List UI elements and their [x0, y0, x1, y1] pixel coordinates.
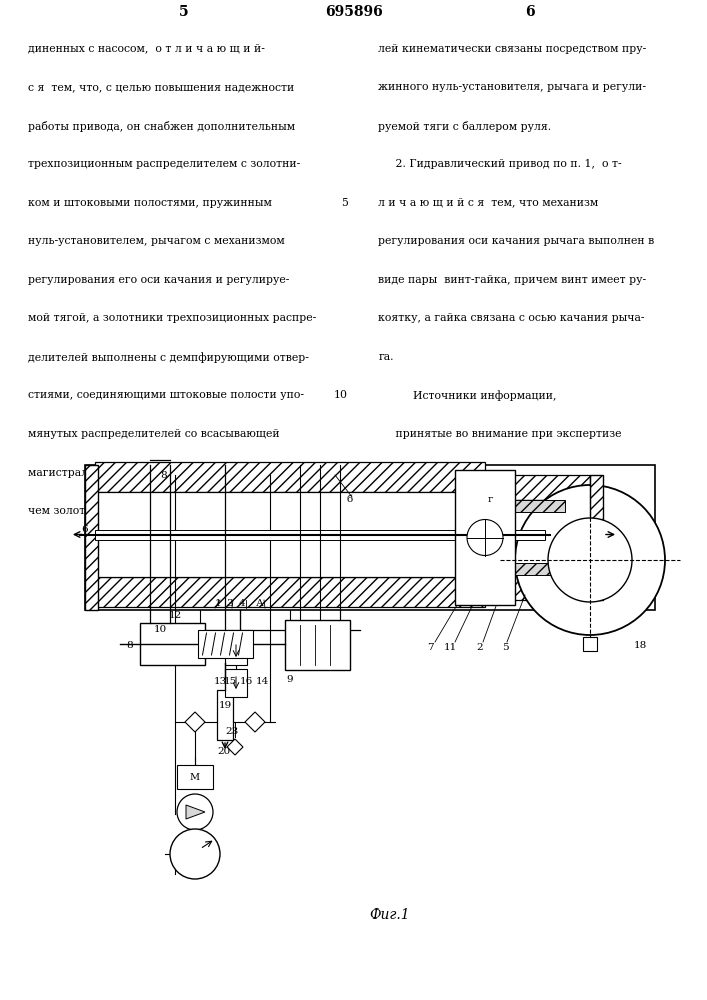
Bar — [225, 669, 247, 697]
Bar — [485, 575, 590, 600]
Text: виде пары  винт-гайка, причем винт имеет ру-: виде пары винт-гайка, причем винт имеет … — [378, 275, 646, 285]
Bar — [285, 620, 350, 670]
Polygon shape — [245, 712, 265, 732]
Text: 7: 7 — [427, 644, 433, 652]
Text: 15: 15 — [223, 678, 237, 686]
Text: магистралью насоса и рабочими камерами, при-: магистралью насоса и рабочими камерами, … — [28, 467, 309, 478]
Text: 5: 5 — [179, 5, 189, 19]
Bar — [225, 637, 247, 665]
Bar — [197, 630, 252, 658]
Text: 6: 6 — [82, 526, 88, 534]
Text: кл. В 63 Н 25/30, 1974.: кл. В 63 Н 25/30, 1974. — [378, 506, 510, 516]
Text: стиями, соединяющими штоковые полости упо-: стиями, соединяющими штоковые полости уп… — [28, 390, 304, 400]
Text: 14: 14 — [255, 678, 269, 686]
Text: 10: 10 — [153, 626, 167, 635]
Bar — [140, 623, 205, 665]
Text: 6: 6 — [525, 5, 535, 19]
Bar — [490, 500, 565, 512]
Text: л и ч а ю щ и й с я  тем, что механизм: л и ч а ю щ и й с я тем, что механизм — [378, 198, 599, 208]
Bar — [485, 475, 590, 500]
Text: регулирования его оси качания и регулируе-: регулирования его оси качания и регулиру… — [28, 275, 290, 285]
Text: га.: га. — [378, 352, 394, 362]
Text: принятые во внимание при экспертизе: принятые во внимание при экспертизе — [378, 429, 621, 439]
Text: ком и штоковыми полостями, пружинным: ком и штоковыми полостями, пружинным — [28, 198, 272, 208]
Text: 9: 9 — [286, 676, 293, 684]
Bar — [95, 492, 485, 577]
Bar — [95, 462, 485, 492]
Text: б: б — [347, 495, 353, 504]
Text: 10: 10 — [334, 390, 348, 400]
Bar — [455, 470, 515, 605]
Bar — [85, 465, 98, 610]
Text: мянутых распределителей со всасывающей: мянутых распределителей со всасывающей — [28, 429, 280, 439]
Bar — [95, 577, 485, 607]
Text: 19: 19 — [218, 700, 232, 710]
Bar — [217, 690, 233, 740]
Text: нуль-установителем, рычагом с механизмом: нуль-установителем, рычагом с механизмом — [28, 236, 285, 246]
Text: 1: 1 — [215, 598, 221, 607]
Text: 13: 13 — [214, 678, 227, 686]
Circle shape — [170, 829, 220, 879]
Bar — [583, 637, 597, 651]
Text: руемой тяги с баллером руля.: руемой тяги с баллером руля. — [378, 121, 551, 132]
Text: 23: 23 — [226, 728, 239, 736]
Text: г: г — [487, 495, 493, 504]
Text: 2. Гидравлический привод по п. 1,  о т-: 2. Гидравлический привод по п. 1, о т- — [378, 159, 622, 169]
Text: M: M — [190, 772, 200, 782]
Text: коятку, а гайка связана с осью качания рыча-: коятку, а гайка связана с осью качания р… — [378, 313, 645, 323]
Text: с я  тем, что, с целью повышения надежности: с я тем, что, с целью повышения надежнос… — [28, 82, 295, 92]
Bar — [95, 530, 545, 540]
Bar — [485, 500, 590, 575]
Circle shape — [548, 518, 632, 602]
Text: жинного нуль-установителя, рычага и регули-: жинного нуль-установителя, рычага и регу… — [378, 82, 646, 92]
Text: 18: 18 — [633, 641, 647, 650]
Text: 2: 2 — [477, 644, 484, 652]
Text: регулирования оси качания рычага выполнен в: регулирования оси качания рычага выполне… — [378, 236, 655, 246]
Text: 12: 12 — [168, 610, 182, 619]
Text: работы привода, он снабжен дополнительным: работы привода, он снабжен дополнительны… — [28, 121, 296, 132]
Text: А: А — [256, 598, 264, 607]
Text: 5: 5 — [341, 198, 348, 208]
Text: 8: 8 — [127, 641, 134, 650]
Circle shape — [467, 520, 503, 556]
Text: Источники информации,: Источники информации, — [378, 390, 556, 401]
Text: 11: 11 — [443, 644, 457, 652]
Text: лей кинематически связаны посредством пру-: лей кинематически связаны посредством пр… — [378, 44, 646, 54]
Bar — [590, 475, 603, 600]
Text: Фиг.1: Фиг.1 — [370, 908, 410, 922]
Text: 8: 8 — [160, 471, 168, 480]
Bar — [85, 465, 655, 610]
Circle shape — [177, 794, 213, 830]
Polygon shape — [227, 739, 243, 755]
Bar — [177, 765, 213, 789]
Text: 695896: 695896 — [325, 5, 382, 19]
Circle shape — [515, 485, 665, 635]
Bar — [490, 563, 565, 575]
Text: диненных с насосом,  о т л и ч а ю щ и й-: диненных с насосом, о т л и ч а ю щ и й- — [28, 44, 265, 54]
Text: трехпозиционным распределителем с золотни-: трехпозиционным распределителем с золотн… — [28, 159, 300, 169]
Text: 4: 4 — [239, 598, 245, 607]
Polygon shape — [185, 712, 205, 732]
Text: 1. Авторское свидетельство СССР № 540769,: 1. Авторское свидетельство СССР № 540769… — [378, 467, 653, 477]
Text: 5: 5 — [502, 644, 508, 652]
Text: делителей выполнены с демпфирующими отвер-: делителей выполнены с демпфирующими отве… — [28, 352, 309, 363]
Text: 20: 20 — [217, 748, 230, 756]
Text: 16: 16 — [240, 678, 252, 686]
Text: чем золотники трехпозиционных распредели-: чем золотники трехпозиционных распредели… — [28, 506, 294, 516]
Text: мой тягой, а золотники трехпозиционных распре-: мой тягой, а золотники трехпозиционных р… — [28, 313, 317, 323]
Text: 3: 3 — [227, 598, 233, 607]
Polygon shape — [186, 805, 205, 819]
